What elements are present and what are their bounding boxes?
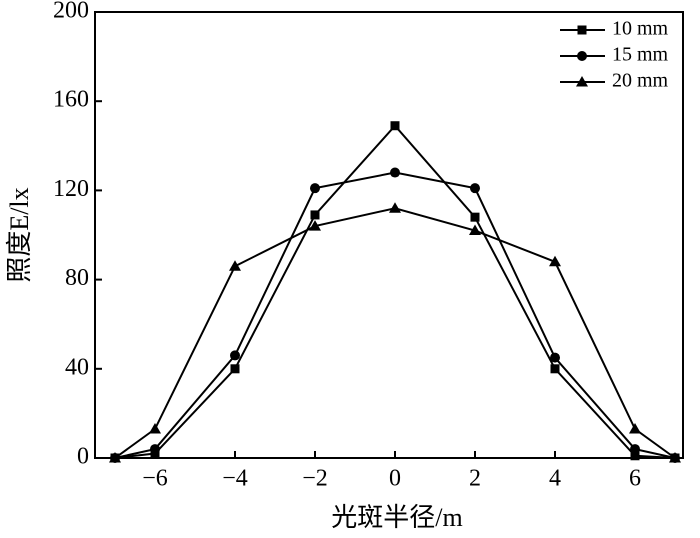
x-axis-label: 光斑半径/m	[331, 503, 462, 532]
marker	[469, 224, 481, 236]
plot-frame	[94, 11, 684, 459]
marker	[310, 210, 320, 220]
y-tick-label: 160	[53, 87, 89, 113]
marker	[390, 121, 400, 131]
y-tick-label: 40	[65, 354, 89, 380]
legend-label: 20 mm	[612, 70, 669, 92]
marker	[150, 444, 160, 455]
marker	[149, 423, 161, 434]
marker	[549, 255, 561, 267]
legend-label: 10 mm	[612, 18, 669, 40]
marker	[109, 452, 121, 463]
marker	[669, 452, 681, 463]
marker	[230, 350, 240, 361]
x-tick-label: −6	[142, 466, 168, 492]
series-line	[114, 171, 676, 459]
x-tick-label: 6	[629, 466, 641, 492]
marker	[629, 423, 641, 434]
x-tick-label: −2	[302, 466, 328, 492]
x-tick-label: 2	[469, 466, 481, 492]
marker	[550, 364, 560, 374]
marker	[470, 183, 480, 194]
legend-marker	[577, 51, 587, 61]
legend-marker	[576, 76, 588, 87]
marker	[630, 451, 640, 461]
series-line	[114, 207, 676, 459]
x-tick-label: 4	[549, 466, 561, 492]
marker	[390, 167, 400, 178]
y-tick-label: 120	[53, 176, 89, 202]
marker	[630, 444, 640, 455]
y-tick-label: 200	[53, 0, 89, 24]
x-tick-label: 0	[389, 466, 401, 492]
marker	[550, 352, 560, 363]
marker	[470, 212, 480, 222]
x-tick-label: −4	[222, 466, 248, 492]
legend-label: 15 mm	[612, 44, 669, 66]
y-tick-label: 80	[65, 265, 89, 291]
legend-marker	[577, 25, 587, 35]
y-tick-label: 0	[77, 444, 89, 470]
y-axis-label: 照度E/lx	[5, 187, 34, 282]
marker	[310, 183, 320, 194]
marker	[309, 220, 321, 231]
marker	[230, 364, 240, 374]
marker	[229, 260, 241, 271]
marker	[389, 202, 401, 213]
